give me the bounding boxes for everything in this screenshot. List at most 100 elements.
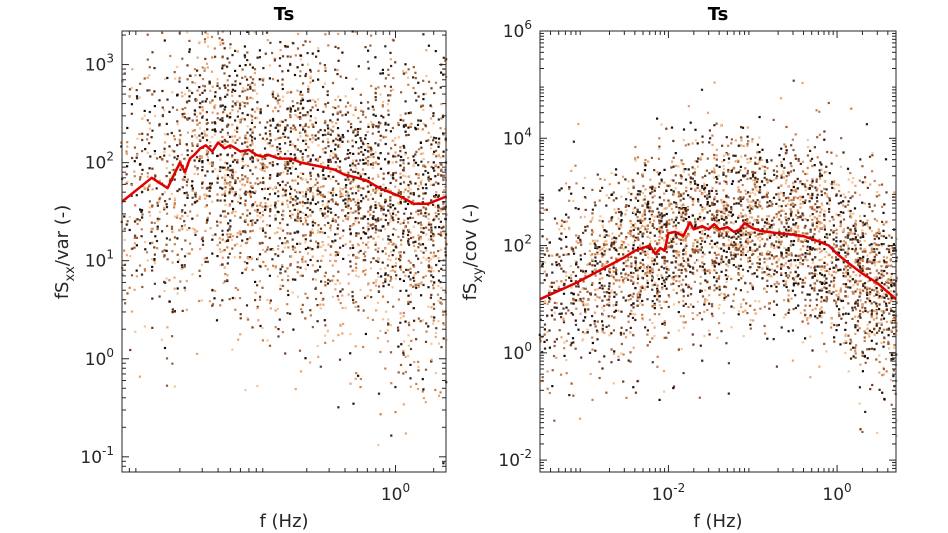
scatter-point <box>289 140 292 143</box>
scatter-point <box>407 126 410 129</box>
scatter-point <box>321 212 324 215</box>
scatter-point <box>205 139 209 142</box>
scatter-point <box>299 135 302 138</box>
scatter-point <box>381 72 384 75</box>
scatter-point <box>250 257 254 260</box>
scatter-point <box>407 112 410 115</box>
scatter-point <box>433 92 436 95</box>
scatter-point <box>384 247 387 250</box>
scatter-point <box>382 213 385 216</box>
scatter-point <box>553 340 556 343</box>
scatter-point <box>286 312 289 315</box>
scatter-point <box>331 219 334 223</box>
scatter-point <box>306 111 309 114</box>
scatter-point <box>236 177 239 180</box>
scatter-point <box>430 315 433 318</box>
scatter-point <box>331 200 334 203</box>
scatter-point <box>306 99 309 103</box>
scatter-point <box>701 261 704 264</box>
scatter-point <box>312 167 315 170</box>
scatter-point <box>389 203 392 206</box>
scatter-point <box>216 112 219 115</box>
scatter-point <box>419 141 422 144</box>
scatter-point <box>666 184 669 187</box>
scatter-point <box>294 54 297 57</box>
scatter-point <box>711 134 714 137</box>
scatter-point <box>399 251 402 254</box>
scatter-point <box>205 97 208 101</box>
scatter-point <box>171 250 174 253</box>
scatter-point <box>636 380 639 383</box>
scatter-point <box>278 318 281 321</box>
scatter-point <box>311 224 315 227</box>
scatter-point <box>241 271 244 275</box>
scatter-point <box>366 225 369 228</box>
scatter-point <box>408 243 411 246</box>
scatter-point <box>357 171 360 175</box>
scatter-point <box>178 77 181 80</box>
scatter-point <box>355 372 358 375</box>
scatter-point <box>293 246 296 249</box>
scatter-point <box>352 129 355 132</box>
scatter-point <box>332 275 335 278</box>
scatter-point <box>336 111 339 114</box>
scatter-point <box>670 202 673 205</box>
scatter-point <box>254 190 257 193</box>
scatter-point <box>262 220 265 223</box>
scatter-point <box>643 169 647 172</box>
scatter-point <box>309 119 312 122</box>
scatter-point <box>675 292 678 295</box>
scatter-point <box>334 219 337 223</box>
scatter-point <box>183 204 187 207</box>
scatter-point <box>567 332 570 335</box>
scatter-point <box>300 308 303 311</box>
scatter-point <box>304 238 307 241</box>
scatter-point <box>377 126 380 129</box>
scatter-point <box>133 242 136 245</box>
scatter-point <box>271 117 275 121</box>
scatter-point <box>370 205 373 208</box>
scatter-point <box>205 187 208 190</box>
scatter-point <box>130 86 133 90</box>
scatter-point <box>674 266 677 269</box>
scatter-point <box>249 185 252 188</box>
scatter-point <box>236 50 239 53</box>
scatter-point <box>432 232 435 236</box>
scatter-point <box>591 348 594 351</box>
scatter-point <box>610 361 613 364</box>
scatter-point <box>339 190 342 193</box>
scatter-point <box>349 164 352 167</box>
scatter-point <box>570 382 573 385</box>
scatter-point <box>387 318 390 321</box>
scatter-point <box>130 310 134 313</box>
scatter-point <box>674 174 677 177</box>
scatter-point <box>672 275 675 278</box>
scatter-point <box>327 127 330 130</box>
scatter-point <box>183 192 186 195</box>
scatter-point <box>407 230 410 233</box>
scatter-point <box>125 173 128 176</box>
scatter-point <box>170 192 173 196</box>
scatter-point <box>391 88 395 91</box>
scatter-point <box>281 250 284 253</box>
scatter-point <box>711 260 714 263</box>
scatter-point <box>231 168 234 171</box>
scatter-point <box>364 259 367 262</box>
scatter-point <box>314 121 317 124</box>
scatter-point <box>352 211 355 214</box>
scatter-point <box>603 264 606 267</box>
scatter-point <box>221 56 224 59</box>
scatter-point <box>186 31 189 34</box>
scatter-point <box>614 309 617 312</box>
scatter-point <box>586 331 589 334</box>
scatter-point <box>314 158 317 161</box>
scatter-point <box>614 248 617 251</box>
scatter-point <box>336 165 339 168</box>
scatter-point <box>629 225 633 229</box>
scatter-point <box>703 240 707 243</box>
scatter-point <box>165 122 168 125</box>
scatter-point <box>362 143 365 146</box>
scatter-point <box>596 251 599 254</box>
scatter-point <box>710 312 714 315</box>
scatter-point <box>144 148 147 151</box>
